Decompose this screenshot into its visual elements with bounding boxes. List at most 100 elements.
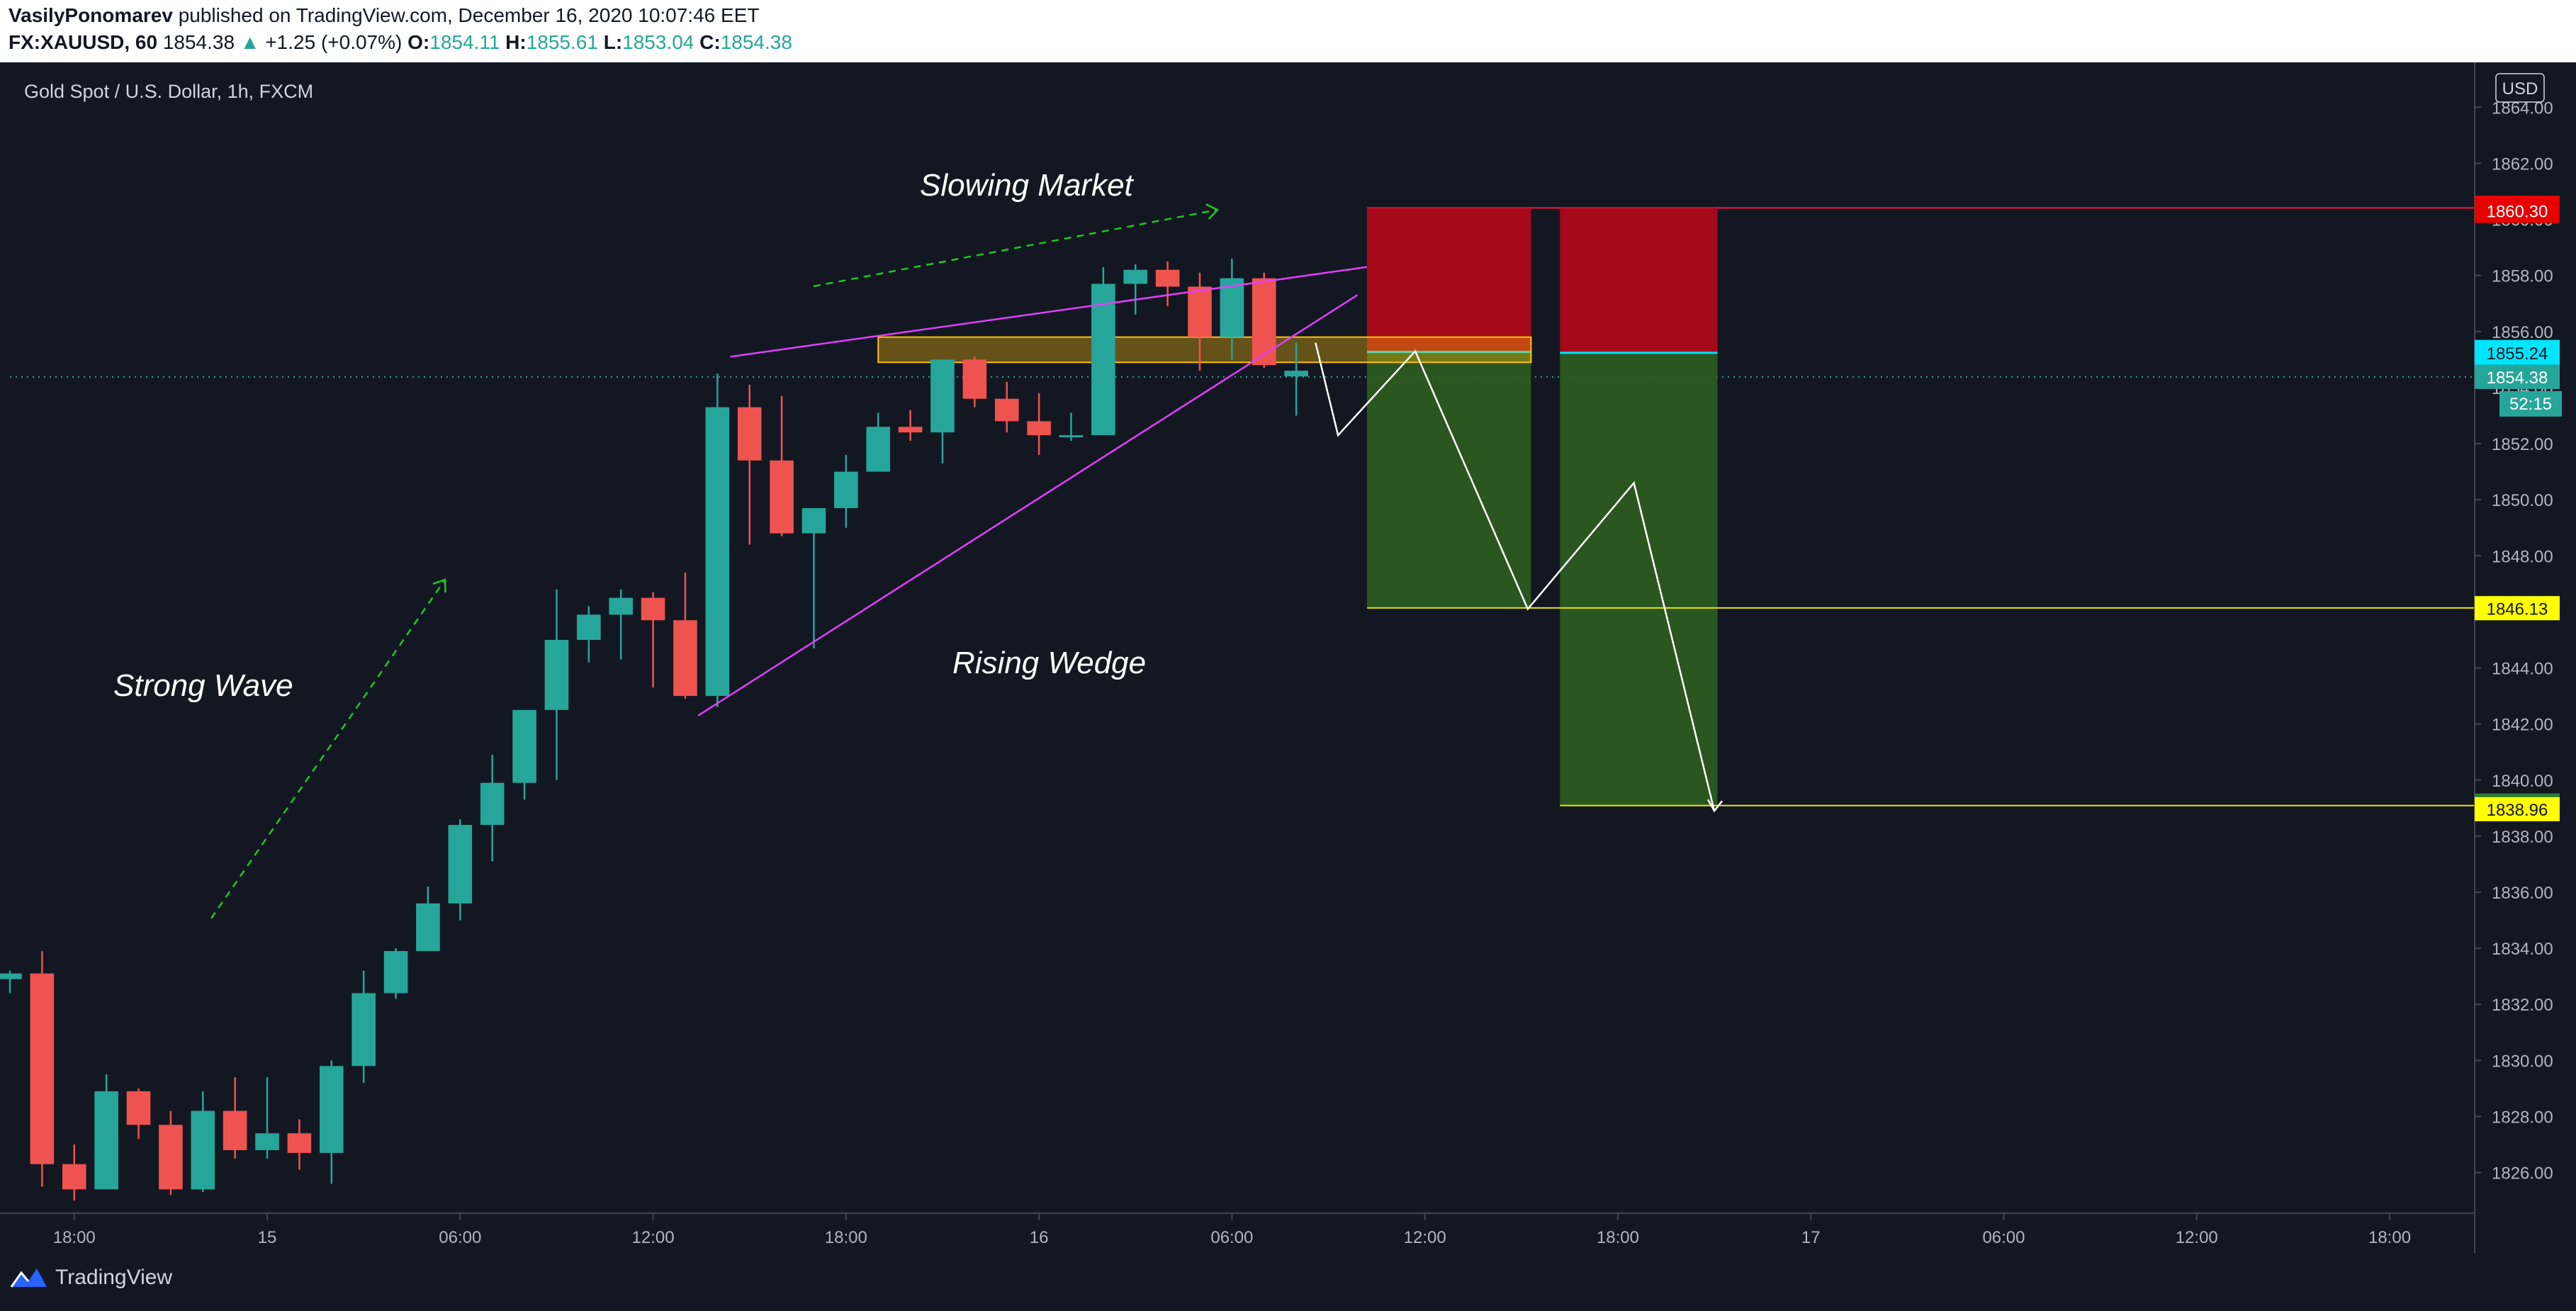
candle-body	[191, 1110, 215, 1190]
candle-body	[866, 427, 891, 472]
chart-title: Gold Spot / U.S. Dollar, 1h, FXCM	[24, 81, 313, 102]
price-label-box	[2475, 596, 2560, 621]
y-tick-label: 1862.00	[2492, 154, 2553, 174]
slowing-market-arrow-head	[1205, 203, 1220, 220]
high-label: H:	[505, 31, 527, 53]
candle-body	[1252, 278, 1276, 366]
candle-body	[480, 782, 505, 826]
currency-badge-label: USD	[2502, 79, 2538, 99]
price-label: 1846.13	[2487, 600, 2548, 619]
candle-body	[1123, 269, 1148, 284]
y-tick-label: 1842.00	[2492, 716, 2553, 735]
y-tick-label: 1858.00	[2492, 267, 2553, 286]
published-text: published on TradingView.com, December 1…	[178, 4, 760, 26]
x-tick-label: 12:00	[1404, 1228, 1446, 1247]
projection-arrow-head	[1706, 799, 1723, 813]
price-label-box	[2475, 797, 2560, 821]
candle-body	[673, 620, 697, 697]
price-label: 1854.38	[2487, 368, 2548, 388]
price-label: 1855.24	[2487, 344, 2548, 364]
candle-body	[609, 597, 633, 615]
strong-wave-arrow	[210, 579, 446, 919]
candle-body	[448, 825, 473, 904]
y-tick-label: 1856.00	[2492, 323, 2553, 342]
price-label: 1860.30	[2487, 203, 2548, 222]
tradingview-brand[interactable]: TradingView	[10, 1266, 172, 1290]
publication-header: VasilyPonomarev published on TradingView…	[0, 0, 2576, 62]
x-tick-label: 18:00	[825, 1228, 867, 1247]
publication-line: VasilyPonomarev published on TradingView…	[9, 4, 759, 27]
trade-2-target-zone	[1560, 352, 1718, 806]
y-tick-label: 1848.00	[2492, 547, 2553, 566]
x-tick-label: 06:00	[439, 1228, 481, 1247]
candle-body	[962, 359, 987, 399]
x-tick-label: 06:00	[1210, 1228, 1253, 1247]
change-arrow-icon: ▲	[240, 31, 260, 53]
candle-body	[802, 508, 826, 534]
open-label: O:	[407, 31, 430, 53]
y-tick-label: 1852.00	[2492, 435, 2553, 454]
countdown-badge: 52:15	[2499, 390, 2562, 417]
x-tick-label: 16	[1030, 1228, 1049, 1247]
high-value: 1855.61	[526, 31, 598, 53]
candle-body	[319, 1066, 344, 1153]
y-tick-label: 1836.00	[2492, 884, 2553, 903]
countdown-label: 52:15	[2509, 395, 2552, 414]
ohlc-line: FX:XAUUSD, 60 1854.38 ▲ +1.25 (+0.07%) O…	[9, 31, 792, 54]
candle-body	[383, 951, 408, 994]
candle-body	[930, 359, 955, 433]
chart-area[interactable]: 1826.00 1828.00 1830.00 1832.00 1834.00 1836.…	[0, 62, 2576, 1253]
candles	[0, 258, 1308, 1201]
author-name[interactable]: VasilyPonomarev	[9, 4, 173, 26]
footer: TradingView	[0, 1253, 2576, 1311]
candle-body	[1284, 371, 1308, 377]
candle-body	[1091, 283, 1115, 436]
trade-2-stop-zone	[1560, 208, 1718, 353]
candle-body	[126, 1091, 151, 1125]
price-label: 1838.96	[2487, 801, 2548, 820]
projection-path	[1315, 342, 1716, 811]
last-price: 1854.38	[162, 31, 235, 53]
slowing-market-arrow	[813, 208, 1218, 288]
symbol-label: FX:XAUUSD, 60	[9, 31, 158, 53]
candle-body	[1188, 286, 1212, 337]
chart-svg[interactable]: 1826.00 1828.00 1830.00 1832.00 1834.00 1836.…	[0, 62, 2576, 1253]
price-label-box	[2475, 198, 2560, 223]
trade-1-stop-zone	[1366, 208, 1531, 352]
candle-body	[1155, 269, 1180, 287]
y-tick-label: 1832.00	[2492, 996, 2553, 1015]
candle-body	[641, 597, 665, 621]
candle-body	[577, 614, 601, 640]
close-value: 1854.38	[720, 31, 792, 53]
candle-body	[1059, 435, 1084, 438]
low-value: 1853.04	[622, 31, 694, 53]
candle-body	[62, 1164, 86, 1190]
currency-badge[interactable]: USD	[2495, 73, 2545, 103]
wedge-lower-line	[697, 294, 1359, 716]
x-tick-label: 18:00	[1597, 1228, 1639, 1247]
candle-body	[512, 709, 536, 783]
candle-body	[544, 639, 569, 710]
y-tick-label: 1840.00	[2492, 772, 2553, 791]
candle-body	[416, 903, 440, 952]
tradingview-brand-label: TradingView	[55, 1266, 173, 1289]
candle-body	[287, 1133, 312, 1153]
y-tick-label: 1844.00	[2492, 660, 2553, 679]
x-tick-label: 18:00	[2368, 1228, 2411, 1247]
candle-body	[159, 1125, 183, 1190]
x-tick-label: 17	[1801, 1228, 1821, 1247]
candle-body	[0, 973, 22, 979]
y-tick-label: 1828.00	[2492, 1108, 2553, 1127]
price-label-box	[2475, 364, 2560, 389]
strong-wave-arrow-head	[432, 578, 446, 593]
annotation-rising-wedge: Rising Wedge	[952, 646, 1146, 680]
candle-body	[351, 993, 376, 1067]
candle-body	[255, 1133, 279, 1150]
candle-body	[737, 407, 762, 461]
y-tick-label: 1850.00	[2492, 491, 2553, 510]
x-tick-label: 12:00	[2176, 1228, 2218, 1247]
candle-body	[30, 973, 55, 1164]
x-tick-label: 18:00	[53, 1228, 96, 1247]
axes[interactable]: 1826.00 1828.00 1830.00 1832.00 1834.00 1836.…	[0, 62, 2560, 1253]
overlays	[697, 266, 1723, 813]
